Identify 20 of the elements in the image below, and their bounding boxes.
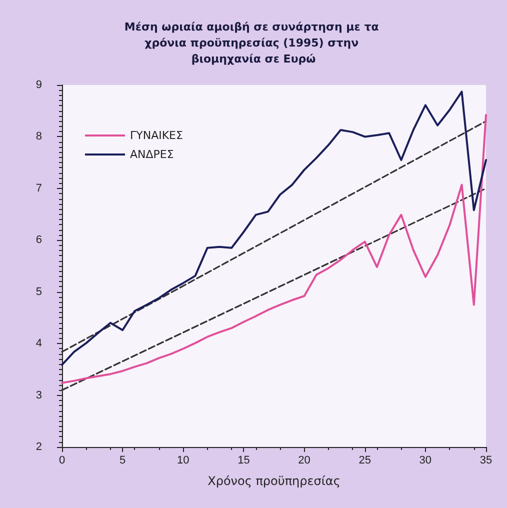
legend-label: ΑΝΔΡΕΣ	[130, 148, 174, 161]
y-tick-label: 3	[36, 389, 42, 402]
y-tick-label: 6	[36, 234, 42, 246]
x-tick-label: 0	[58, 454, 66, 466]
legend-label: ΓΥΝΑΙΚΕΣ	[130, 129, 184, 142]
x-tick-label: 15	[238, 454, 250, 466]
x-tick-label: 10	[177, 454, 190, 466]
x-tick-label: 20	[298, 454, 310, 466]
y-tick-label: 4	[36, 338, 42, 350]
y-tick-label: 5	[36, 286, 42, 298]
x-tick-label: 35	[480, 454, 492, 466]
x-tick-label: 30	[419, 454, 432, 466]
x-tick-label: 5	[120, 454, 126, 466]
chart-title: Μέση ωριαία αμοιβή σε συνάρτηση με τα χρόνια προϋπηρεσίας (1995) στην βιομηχανία σε Ευρώ	[124, 20, 383, 66]
x-axis-title: Χρόνος προϋπηρεσίας	[208, 474, 340, 488]
y-tick-label: 9	[36, 79, 42, 91]
y-tick-label: 7	[36, 182, 42, 194]
y-tick-label: 8	[36, 130, 42, 143]
x-tick-label: 25	[358, 454, 371, 466]
y-tick-label: 2	[36, 441, 42, 453]
